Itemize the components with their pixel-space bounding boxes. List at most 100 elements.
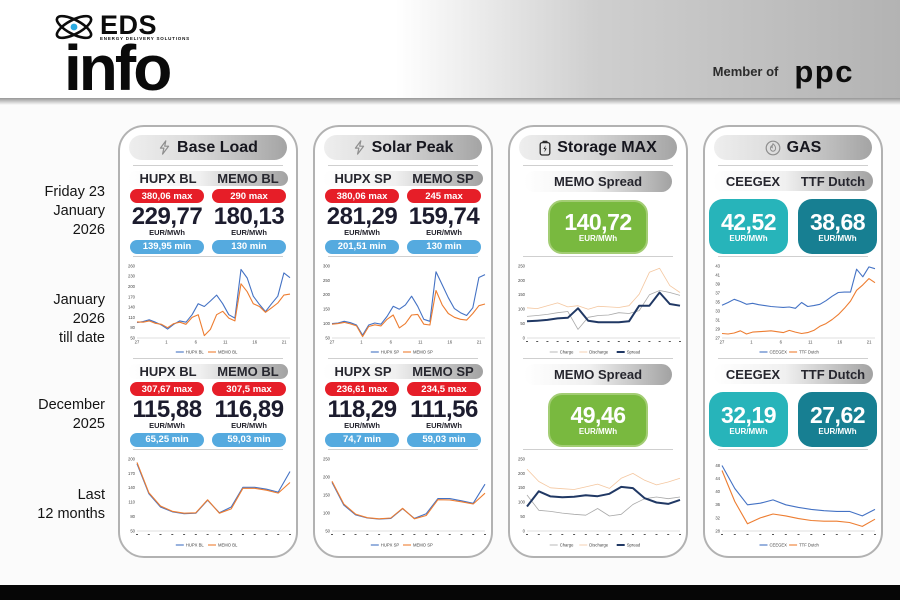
stat-row: 380,06 max 229,77 EUR/MWh 139,95 min 290… bbox=[120, 189, 296, 254]
svg-text:MEMO SP: MEMO SP bbox=[413, 350, 433, 355]
svg-text:200: 200 bbox=[518, 471, 526, 476]
svg-text:1: 1 bbox=[360, 340, 363, 345]
min-badge: 201,51 min bbox=[325, 239, 399, 254]
svg-text:CEEGEX: CEEGEX bbox=[770, 350, 788, 355]
card-storage-max: Storage MAX MEMO Spread 140,72 EUR/MWh 0… bbox=[508, 125, 688, 558]
card-gas: GAS CEEGEX TTF Dutch 42,52 EUR/MWh 38,68… bbox=[703, 125, 883, 558]
svg-text:80: 80 bbox=[130, 325, 135, 330]
svg-text:HUPX BL: HUPX BL bbox=[186, 350, 205, 355]
base-load-day-stats: HUPX BL MEMO BL 380,06 max 229,77 EUR/MW… bbox=[120, 168, 296, 254]
svg-text:0: 0 bbox=[523, 335, 526, 340]
row-label-day: Friday 23 January 2026 bbox=[44, 184, 105, 238]
divider bbox=[718, 358, 868, 359]
svg-text:44: 44 bbox=[715, 476, 720, 481]
gas-dec-stats: CEEGEX TTF Dutch 32,19 EUR/MWh 27,62 EUR… bbox=[705, 361, 881, 447]
solar-peak-day-stats: HUPX SP MEMO SP 380,06 max 281,29 EUR/MW… bbox=[315, 168, 491, 254]
series-name-memo-sp: MEMO SP bbox=[412, 364, 474, 380]
min-badge: 59,03 min bbox=[407, 432, 481, 447]
svg-text:16: 16 bbox=[252, 340, 257, 345]
svg-text:6: 6 bbox=[390, 340, 393, 345]
divider bbox=[328, 256, 478, 257]
solar-peak-dec-stats: HUPX SP MEMO SP 236,61 max 118,29 EUR/MW… bbox=[315, 361, 491, 447]
member-of-label: Member of bbox=[712, 64, 779, 79]
ppc-logo: ppc bbox=[794, 54, 854, 89]
divider bbox=[523, 165, 673, 166]
chart-base-load-12-months: 50 80 110 140 170 200 HUPX BL MEMO BL bbox=[128, 456, 291, 548]
stat-row: 380,06 max 281,29 EUR/MWh 201,51 min 245… bbox=[315, 189, 491, 254]
price-value: 115,88 bbox=[132, 396, 202, 424]
svg-text:110: 110 bbox=[128, 315, 135, 320]
max-badge: 245 max bbox=[407, 189, 481, 204]
svg-text:230: 230 bbox=[128, 274, 136, 279]
chart-storage-january: 0 50 100 150 200 250 Charge Discharge Spread bbox=[518, 263, 681, 355]
svg-text:11: 11 bbox=[223, 340, 228, 345]
svg-text:Spread: Spread bbox=[627, 350, 641, 355]
series-header: CEEGEX TTF Dutch bbox=[713, 171, 873, 191]
chart-gas-12-months: 28 32 36 40 44 48 CEEGEX TTF Dutch bbox=[715, 463, 876, 548]
series-name-ceegex: CEEGEX bbox=[725, 173, 781, 189]
svg-text:6: 6 bbox=[195, 340, 198, 345]
svg-text:1: 1 bbox=[165, 340, 168, 345]
ceegex-value-box: 42,52 EUR/MWh bbox=[709, 199, 788, 254]
svg-text:300: 300 bbox=[323, 263, 331, 268]
memo-spread-header: MEMO Spread bbox=[524, 364, 672, 385]
stat-hupx-bl: 307,67 max 115,88 EUR/MWh 65,25 min bbox=[126, 382, 208, 447]
row-label-jan: January 2026 till date bbox=[53, 292, 105, 346]
series-name-memo-sp: MEMO SP bbox=[412, 171, 474, 187]
svg-text:Charge: Charge bbox=[560, 543, 574, 548]
stat-row: 307,67 max 115,88 EUR/MWh 65,25 min 307,… bbox=[120, 382, 296, 447]
spread-value-box: 49,46 EUR/MWh bbox=[548, 392, 648, 447]
storage-max-header: Storage MAX bbox=[519, 135, 677, 160]
svg-text:250: 250 bbox=[518, 456, 526, 461]
stat-hupx-bl: 380,06 max 229,77 EUR/MWh 139,95 min bbox=[126, 189, 208, 254]
row-label-dec: December 2025 bbox=[38, 397, 105, 432]
svg-text:CEEGEX: CEEGEX bbox=[770, 543, 788, 548]
svg-text:250: 250 bbox=[323, 278, 331, 283]
svg-text:50: 50 bbox=[325, 528, 330, 533]
svg-text:43: 43 bbox=[715, 263, 720, 268]
eds-info-logo: EDS ENERGY DELIVERY SOLUTIONS info bbox=[52, 8, 190, 104]
svg-text:33: 33 bbox=[715, 308, 720, 313]
price-unit: EUR/MWh bbox=[729, 426, 768, 436]
price-unit: EUR/MWh bbox=[149, 420, 185, 430]
svg-text:100: 100 bbox=[518, 307, 526, 312]
svg-text:250: 250 bbox=[323, 456, 331, 461]
lightning-icon bbox=[158, 140, 171, 155]
svg-text:1: 1 bbox=[750, 340, 753, 345]
price-unit: EUR/MWh bbox=[231, 227, 267, 237]
series-name-memo-bl: MEMO BL bbox=[217, 171, 279, 187]
gas-box-row: 32,19 EUR/MWh 27,62 EUR/MWh bbox=[705, 392, 881, 447]
series-name-hupx-bl: HUPX BL bbox=[139, 364, 197, 380]
base-load-dec-stats: HUPX BL MEMO BL 307,67 max 115,88 EUR/MW… bbox=[120, 361, 296, 447]
svg-text:80: 80 bbox=[130, 514, 135, 519]
svg-text:MEMO SP: MEMO SP bbox=[413, 543, 433, 548]
stat-row: 236,61 max 118,29 EUR/MWh 74,7 min 234,5… bbox=[315, 382, 491, 447]
storage-day-stats: MEMO Spread 140,72 EUR/MWh bbox=[510, 168, 686, 254]
svg-text:29: 29 bbox=[715, 326, 720, 331]
divider bbox=[328, 358, 478, 359]
min-badge: 65,25 min bbox=[130, 432, 204, 447]
min-badge: 74,7 min bbox=[325, 432, 399, 447]
series-header: CEEGEX TTF Dutch bbox=[713, 364, 873, 384]
svg-text:HUPX BL: HUPX BL bbox=[186, 543, 205, 548]
svg-text:HUPX SP: HUPX SP bbox=[381, 543, 400, 548]
svg-text:37: 37 bbox=[715, 290, 720, 295]
divider bbox=[718, 256, 868, 257]
price-unit: EUR/MWh bbox=[344, 420, 380, 430]
svg-text:27: 27 bbox=[135, 340, 140, 345]
svg-text:0: 0 bbox=[523, 528, 526, 533]
ceegex-value-box: 32,19 EUR/MWh bbox=[709, 392, 788, 447]
svg-text:50: 50 bbox=[130, 528, 135, 533]
max-badge: 290 max bbox=[212, 189, 286, 204]
svg-text:200: 200 bbox=[518, 278, 526, 283]
info-wordmark: info bbox=[64, 32, 172, 104]
max-badge: 234,5 max bbox=[407, 382, 481, 397]
svg-text:170: 170 bbox=[128, 294, 136, 299]
series-header: HUPX SP MEMO SP bbox=[323, 364, 483, 380]
svg-text:50: 50 bbox=[520, 321, 525, 326]
stat-memo-sp: 245 max 159,74 EUR/MWh 130 min bbox=[403, 189, 485, 254]
svg-text:50: 50 bbox=[520, 514, 525, 519]
svg-text:200: 200 bbox=[128, 284, 136, 289]
ttf-value-box: 38,68 EUR/MWh bbox=[798, 199, 877, 254]
